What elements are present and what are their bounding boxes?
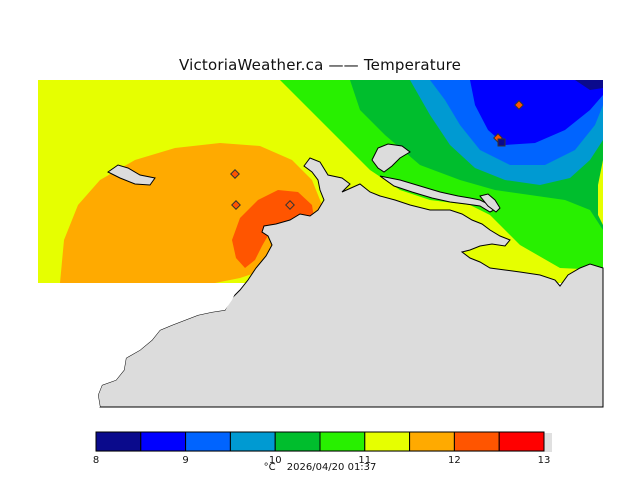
title-separator: —— bbox=[328, 56, 359, 74]
scale-tick-label: 12 bbox=[448, 455, 461, 466]
station-markers bbox=[230, 100, 524, 210]
field-band-8-85 bbox=[575, 80, 603, 90]
station-marker bbox=[514, 100, 524, 110]
scale-tick-label: 11 bbox=[358, 455, 371, 466]
scale-swatch bbox=[409, 431, 455, 452]
scale-swatch bbox=[498, 431, 545, 452]
scale-swatch bbox=[185, 431, 231, 452]
field-name: Temperature bbox=[363, 56, 462, 74]
station-marker bbox=[231, 200, 241, 210]
station-marker bbox=[285, 200, 295, 210]
no-data-region bbox=[38, 283, 240, 407]
island-east bbox=[479, 193, 501, 213]
scale-tick-label: 9 bbox=[182, 455, 188, 466]
station-marker bbox=[497, 138, 506, 147]
scale-tick-label: 13 bbox=[538, 455, 551, 466]
map-footer: °C 2026/04/20 01:37 bbox=[0, 462, 640, 473]
site-name: VictoriaWeather.ca bbox=[178, 56, 324, 74]
scale-swatch bbox=[364, 431, 411, 452]
island-north bbox=[371, 143, 411, 173]
field-band-edge bbox=[598, 160, 603, 225]
scale-tick-label: 10 bbox=[269, 455, 282, 466]
scale-swatch bbox=[319, 431, 366, 452]
station-marker bbox=[230, 169, 240, 179]
scale-swatch bbox=[140, 431, 187, 452]
scale-tick-label: 8 bbox=[93, 455, 99, 466]
island-west bbox=[107, 164, 156, 186]
scale-swatch bbox=[95, 431, 142, 452]
unit-label: °C bbox=[263, 462, 276, 473]
scale-swatch bbox=[453, 431, 500, 452]
scale-swatch bbox=[274, 431, 321, 452]
scale-swatch bbox=[229, 431, 276, 452]
field-band-85-9 bbox=[470, 80, 603, 145]
map-title: VictoriaWeather.ca —— Temperature bbox=[0, 56, 640, 74]
timestamp: 2026/04/20 01:37 bbox=[286, 462, 377, 473]
